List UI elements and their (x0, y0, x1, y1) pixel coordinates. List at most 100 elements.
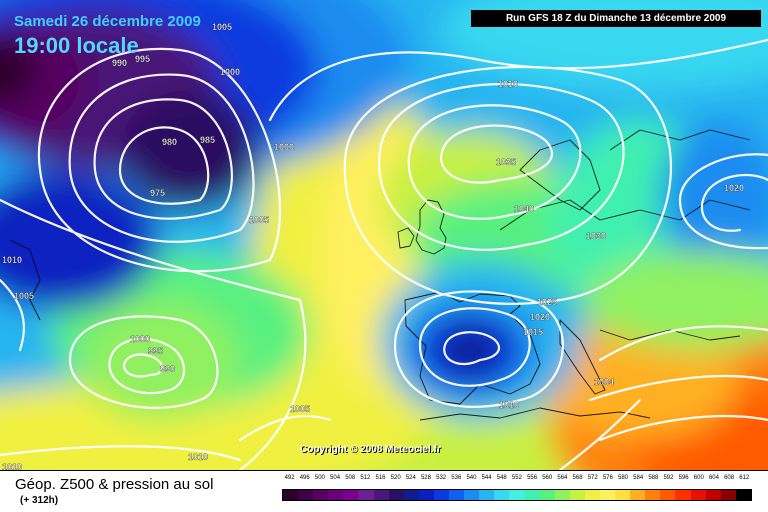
scale-swatch (690, 490, 706, 500)
isobar-label: 1005 (290, 404, 310, 414)
isobar-label: 1010 (499, 400, 519, 410)
scale-label: 544 (481, 475, 492, 481)
isobar-label: 1004 (594, 377, 614, 387)
scale-label: 496 (299, 475, 310, 481)
isobar-label: 990 (112, 58, 127, 68)
scale-swatch (433, 490, 450, 500)
scale-label: 584 (633, 475, 644, 481)
forecast-date: Samedi 26 décembre 2009 (14, 13, 201, 30)
scale-label: 540 (466, 475, 477, 481)
scale-label: 568 (572, 475, 583, 481)
scale-swatch (675, 490, 691, 500)
scale-label: 600 (693, 475, 704, 481)
scale-swatch (660, 490, 676, 500)
scale-swatch (705, 490, 721, 500)
scale-swatch (645, 490, 661, 500)
scale-labels: 492 496 500 504 508 512 516 520 524 528 532 536 540 5… (282, 475, 752, 487)
isobar-label: 1020 (724, 183, 744, 193)
isobar-label: 1005 (14, 291, 34, 301)
scale-swatch (599, 490, 616, 500)
scale-swatch (328, 490, 344, 500)
scale-swatch (539, 490, 555, 500)
scale-swatch (524, 490, 540, 500)
scale-swatch (388, 490, 404, 500)
scale-label: 564 (557, 475, 568, 481)
isobar-label: 995 (148, 346, 163, 356)
isobar-label: 975 (150, 188, 165, 198)
scale-swatch (343, 490, 359, 500)
scale-label: 560 (542, 475, 553, 481)
scale-label: 524 (405, 475, 416, 481)
isobar-label: 1000 (220, 67, 240, 77)
scale-swatch (615, 490, 631, 500)
scale-swatch (630, 490, 646, 500)
scale-label: 548 (496, 475, 507, 481)
isobar-label: 1010 (2, 462, 22, 470)
scale-label: 536 (451, 475, 462, 481)
isobars (0, 38, 768, 470)
scale-swatch (720, 490, 736, 500)
scale-label: 516 (375, 475, 386, 481)
weather-map: 990 995 1005 1000 980 985 975 1000 1010 … (0, 0, 768, 470)
scale-swatch (584, 490, 600, 500)
isobar-labels: 990 995 1005 1000 980 985 975 1000 1010 … (2, 22, 744, 470)
scale-swatch (554, 490, 570, 500)
scale-swatch (479, 490, 495, 500)
scale-label: 596 (678, 475, 689, 481)
scale-label: 492 (284, 475, 295, 481)
scale-swatch (418, 490, 434, 500)
scale-label: 532 (436, 475, 447, 481)
scale-swatch (735, 490, 751, 500)
isobar-label: 1005 (212, 22, 232, 32)
map-title: Géop. Z500 & pression au sol (15, 476, 214, 493)
scale-swatch (313, 490, 329, 500)
scale-swatch (373, 490, 389, 500)
scale-swatch (494, 490, 510, 500)
isobar-label: 995 (135, 54, 150, 64)
scale-label: 608 (724, 475, 735, 481)
scale-label: 572 (587, 475, 598, 481)
isobar-label: 990 (160, 364, 175, 374)
isobar-label: 1025 (537, 297, 557, 307)
scale-label: 512 (360, 475, 371, 481)
scale-swatches (282, 489, 752, 501)
isobar-label: 1005 (249, 215, 269, 225)
scale-label: 528 (420, 475, 431, 481)
scale-swatch (449, 490, 465, 500)
forecast-time: 19:00 locale (14, 33, 139, 58)
isobar-label: 1010 (498, 79, 518, 89)
forecast-hour: (+ 312h) (20, 495, 59, 506)
scale-label: 500 (314, 475, 325, 481)
scale-swatch (464, 490, 480, 500)
isobar-label: 1010 (2, 255, 22, 265)
scale-swatch (509, 490, 525, 500)
scale-label: 556 (527, 475, 538, 481)
isobar-label: 1015 (523, 327, 543, 337)
isobar-label: 980 (162, 137, 177, 147)
scale-swatch (358, 490, 374, 500)
isobar-label: 1010 (188, 452, 208, 462)
isobar-label: 1040 (514, 204, 534, 214)
isobar-label: 1035 (496, 157, 516, 167)
scale-label: 612 (739, 475, 750, 481)
scale-label: 508 (345, 475, 356, 481)
color-scale: 492 496 500 504 508 512 516 520 524 528 532 536 540 5… (282, 475, 752, 509)
isobar-label: 1020 (530, 312, 550, 322)
scale-label: 504 (330, 475, 341, 481)
scale-label: 604 (708, 475, 719, 481)
copyright-text: Copyright © 2008 Meteociel.fr (300, 444, 441, 455)
scale-swatch (283, 490, 299, 500)
scale-label: 576 (602, 475, 613, 481)
isobar-label: 1030 (586, 231, 606, 241)
isobar-label: 1000 (130, 334, 150, 344)
isobar-label: 985 (200, 135, 215, 145)
scale-swatch (298, 490, 314, 500)
isobar-label: 1000 (274, 142, 294, 152)
scale-label: 520 (390, 475, 401, 481)
scale-label: 592 (663, 475, 674, 481)
geopotential-field (0, 0, 768, 470)
scale-swatch (569, 490, 585, 500)
scale-label: 552 (511, 475, 522, 481)
scale-label: 580 (618, 475, 629, 481)
model-run-label: Run GFS 18 Z du Dimanche 13 décembre 200… (471, 10, 761, 27)
